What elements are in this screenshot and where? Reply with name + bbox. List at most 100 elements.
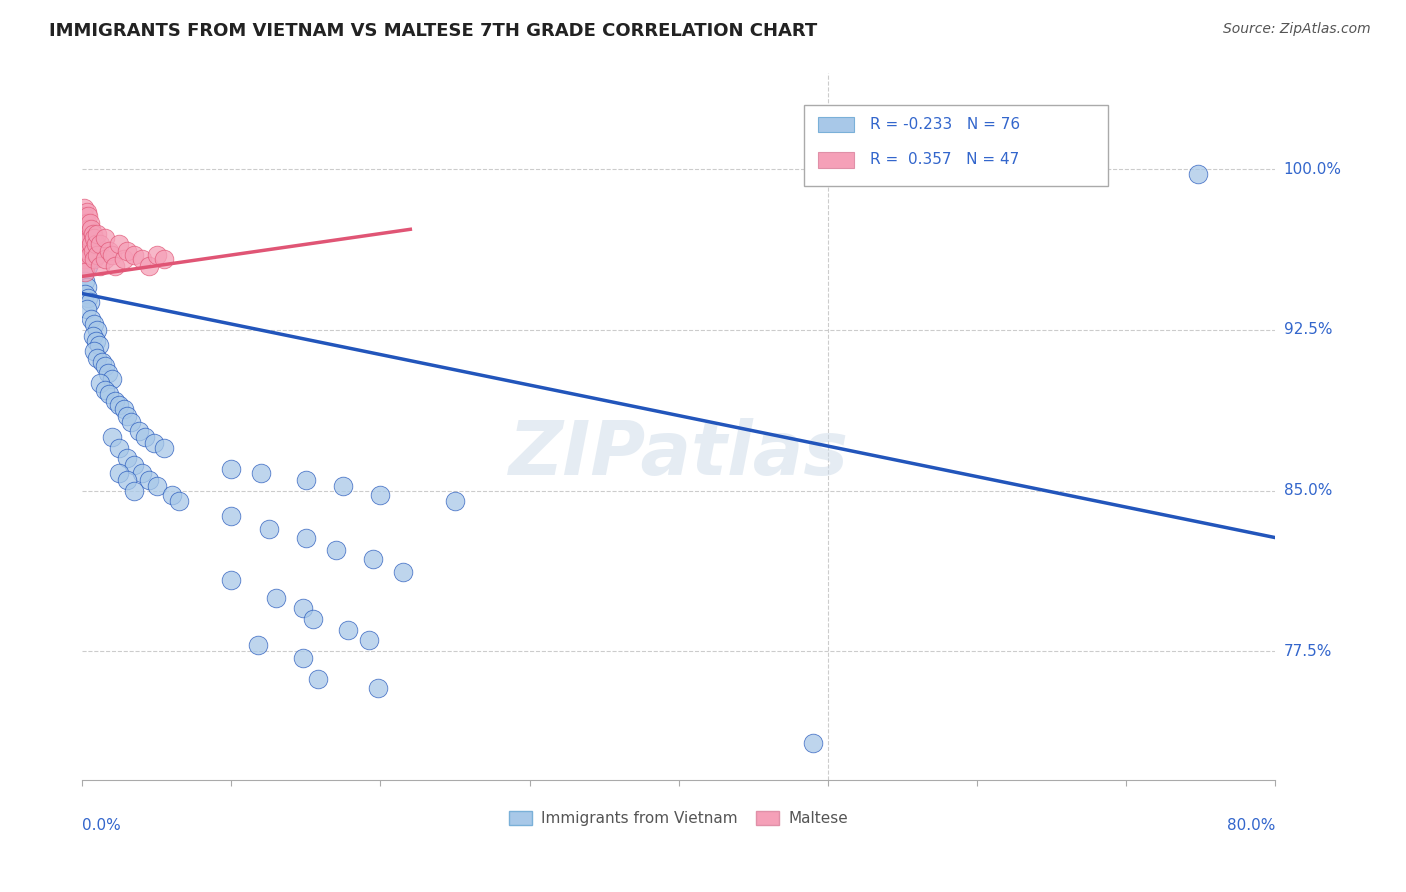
Point bbox=[79, 231, 101, 245]
FancyBboxPatch shape bbox=[818, 117, 855, 132]
Point bbox=[115, 409, 138, 423]
Point bbox=[73, 227, 96, 241]
Text: IMMIGRANTS FROM VIETNAM VS MALTESE 7TH GRADE CORRELATION CHART: IMMIGRANTS FROM VIETNAM VS MALTESE 7TH G… bbox=[49, 22, 817, 40]
Point bbox=[77, 244, 100, 258]
Point bbox=[221, 509, 243, 524]
Point bbox=[134, 430, 156, 444]
Point bbox=[76, 227, 98, 241]
Point bbox=[124, 483, 146, 498]
Point bbox=[82, 244, 104, 258]
Point bbox=[153, 441, 176, 455]
Point bbox=[79, 216, 101, 230]
Point bbox=[77, 210, 100, 224]
Point bbox=[79, 252, 101, 267]
Point bbox=[87, 338, 110, 352]
FancyBboxPatch shape bbox=[818, 153, 855, 168]
Point bbox=[167, 494, 190, 508]
Text: 92.5%: 92.5% bbox=[1284, 322, 1333, 337]
Point bbox=[82, 329, 104, 343]
Point bbox=[86, 227, 108, 241]
Text: 85.0%: 85.0% bbox=[1284, 483, 1331, 498]
Point bbox=[76, 301, 98, 316]
Text: 0.0%: 0.0% bbox=[82, 819, 121, 833]
Point bbox=[112, 402, 135, 417]
Point bbox=[75, 222, 97, 236]
Point bbox=[101, 430, 124, 444]
Point bbox=[73, 227, 96, 241]
Point bbox=[77, 291, 100, 305]
Point bbox=[153, 252, 176, 267]
Point bbox=[89, 259, 111, 273]
Point bbox=[89, 376, 111, 391]
Point bbox=[801, 736, 824, 750]
Point bbox=[295, 531, 318, 545]
Point bbox=[79, 295, 101, 310]
Point bbox=[96, 366, 118, 380]
Point bbox=[75, 237, 97, 252]
Point bbox=[76, 205, 98, 219]
Point bbox=[104, 393, 127, 408]
Point bbox=[124, 458, 146, 472]
Point bbox=[221, 574, 243, 588]
Point bbox=[77, 222, 100, 236]
Point bbox=[302, 612, 325, 626]
Point bbox=[98, 244, 121, 258]
Legend: Immigrants from Vietnam, Maltese: Immigrants from Vietnam, Maltese bbox=[503, 805, 855, 832]
Point bbox=[247, 638, 270, 652]
Point bbox=[131, 252, 153, 267]
Point bbox=[77, 248, 100, 262]
Text: 77.5%: 77.5% bbox=[1284, 644, 1331, 658]
Point bbox=[77, 259, 100, 273]
Point bbox=[75, 216, 97, 230]
Point bbox=[80, 312, 103, 326]
Point bbox=[75, 237, 97, 252]
Point bbox=[75, 231, 97, 245]
Point bbox=[84, 334, 107, 348]
Point bbox=[142, 436, 165, 450]
Point bbox=[73, 231, 96, 245]
Point bbox=[1187, 167, 1209, 181]
Point bbox=[291, 650, 314, 665]
Point bbox=[264, 591, 287, 605]
Point bbox=[76, 222, 98, 236]
Point bbox=[75, 265, 97, 279]
Point bbox=[101, 248, 124, 262]
Point bbox=[80, 222, 103, 236]
Point bbox=[86, 248, 108, 262]
Point bbox=[84, 237, 107, 252]
Point bbox=[257, 522, 280, 536]
Point bbox=[93, 252, 115, 267]
Point bbox=[93, 359, 115, 374]
Point bbox=[76, 216, 98, 230]
Point bbox=[93, 231, 115, 245]
Point bbox=[108, 467, 131, 481]
Point bbox=[221, 462, 243, 476]
Point bbox=[250, 467, 273, 481]
Point bbox=[108, 441, 131, 455]
Point bbox=[444, 494, 467, 508]
Point bbox=[145, 479, 167, 493]
Point bbox=[75, 259, 97, 273]
Point bbox=[80, 237, 103, 252]
Point bbox=[75, 244, 97, 258]
Text: ZIPatlas: ZIPatlas bbox=[509, 418, 849, 491]
Point bbox=[115, 473, 138, 487]
Point bbox=[83, 344, 105, 359]
Point bbox=[128, 424, 150, 438]
Point bbox=[357, 633, 380, 648]
Point bbox=[83, 231, 105, 245]
Point bbox=[83, 317, 105, 331]
Point bbox=[76, 280, 98, 294]
Point bbox=[291, 601, 314, 615]
Point bbox=[73, 210, 96, 224]
Point bbox=[73, 252, 96, 267]
Point bbox=[370, 488, 392, 502]
Point bbox=[295, 473, 318, 487]
Point bbox=[325, 543, 347, 558]
Point bbox=[83, 252, 105, 267]
Point bbox=[361, 552, 384, 566]
Point bbox=[138, 473, 160, 487]
Point bbox=[82, 227, 104, 241]
Text: R = -0.233   N = 76: R = -0.233 N = 76 bbox=[870, 117, 1019, 132]
Point bbox=[104, 259, 127, 273]
